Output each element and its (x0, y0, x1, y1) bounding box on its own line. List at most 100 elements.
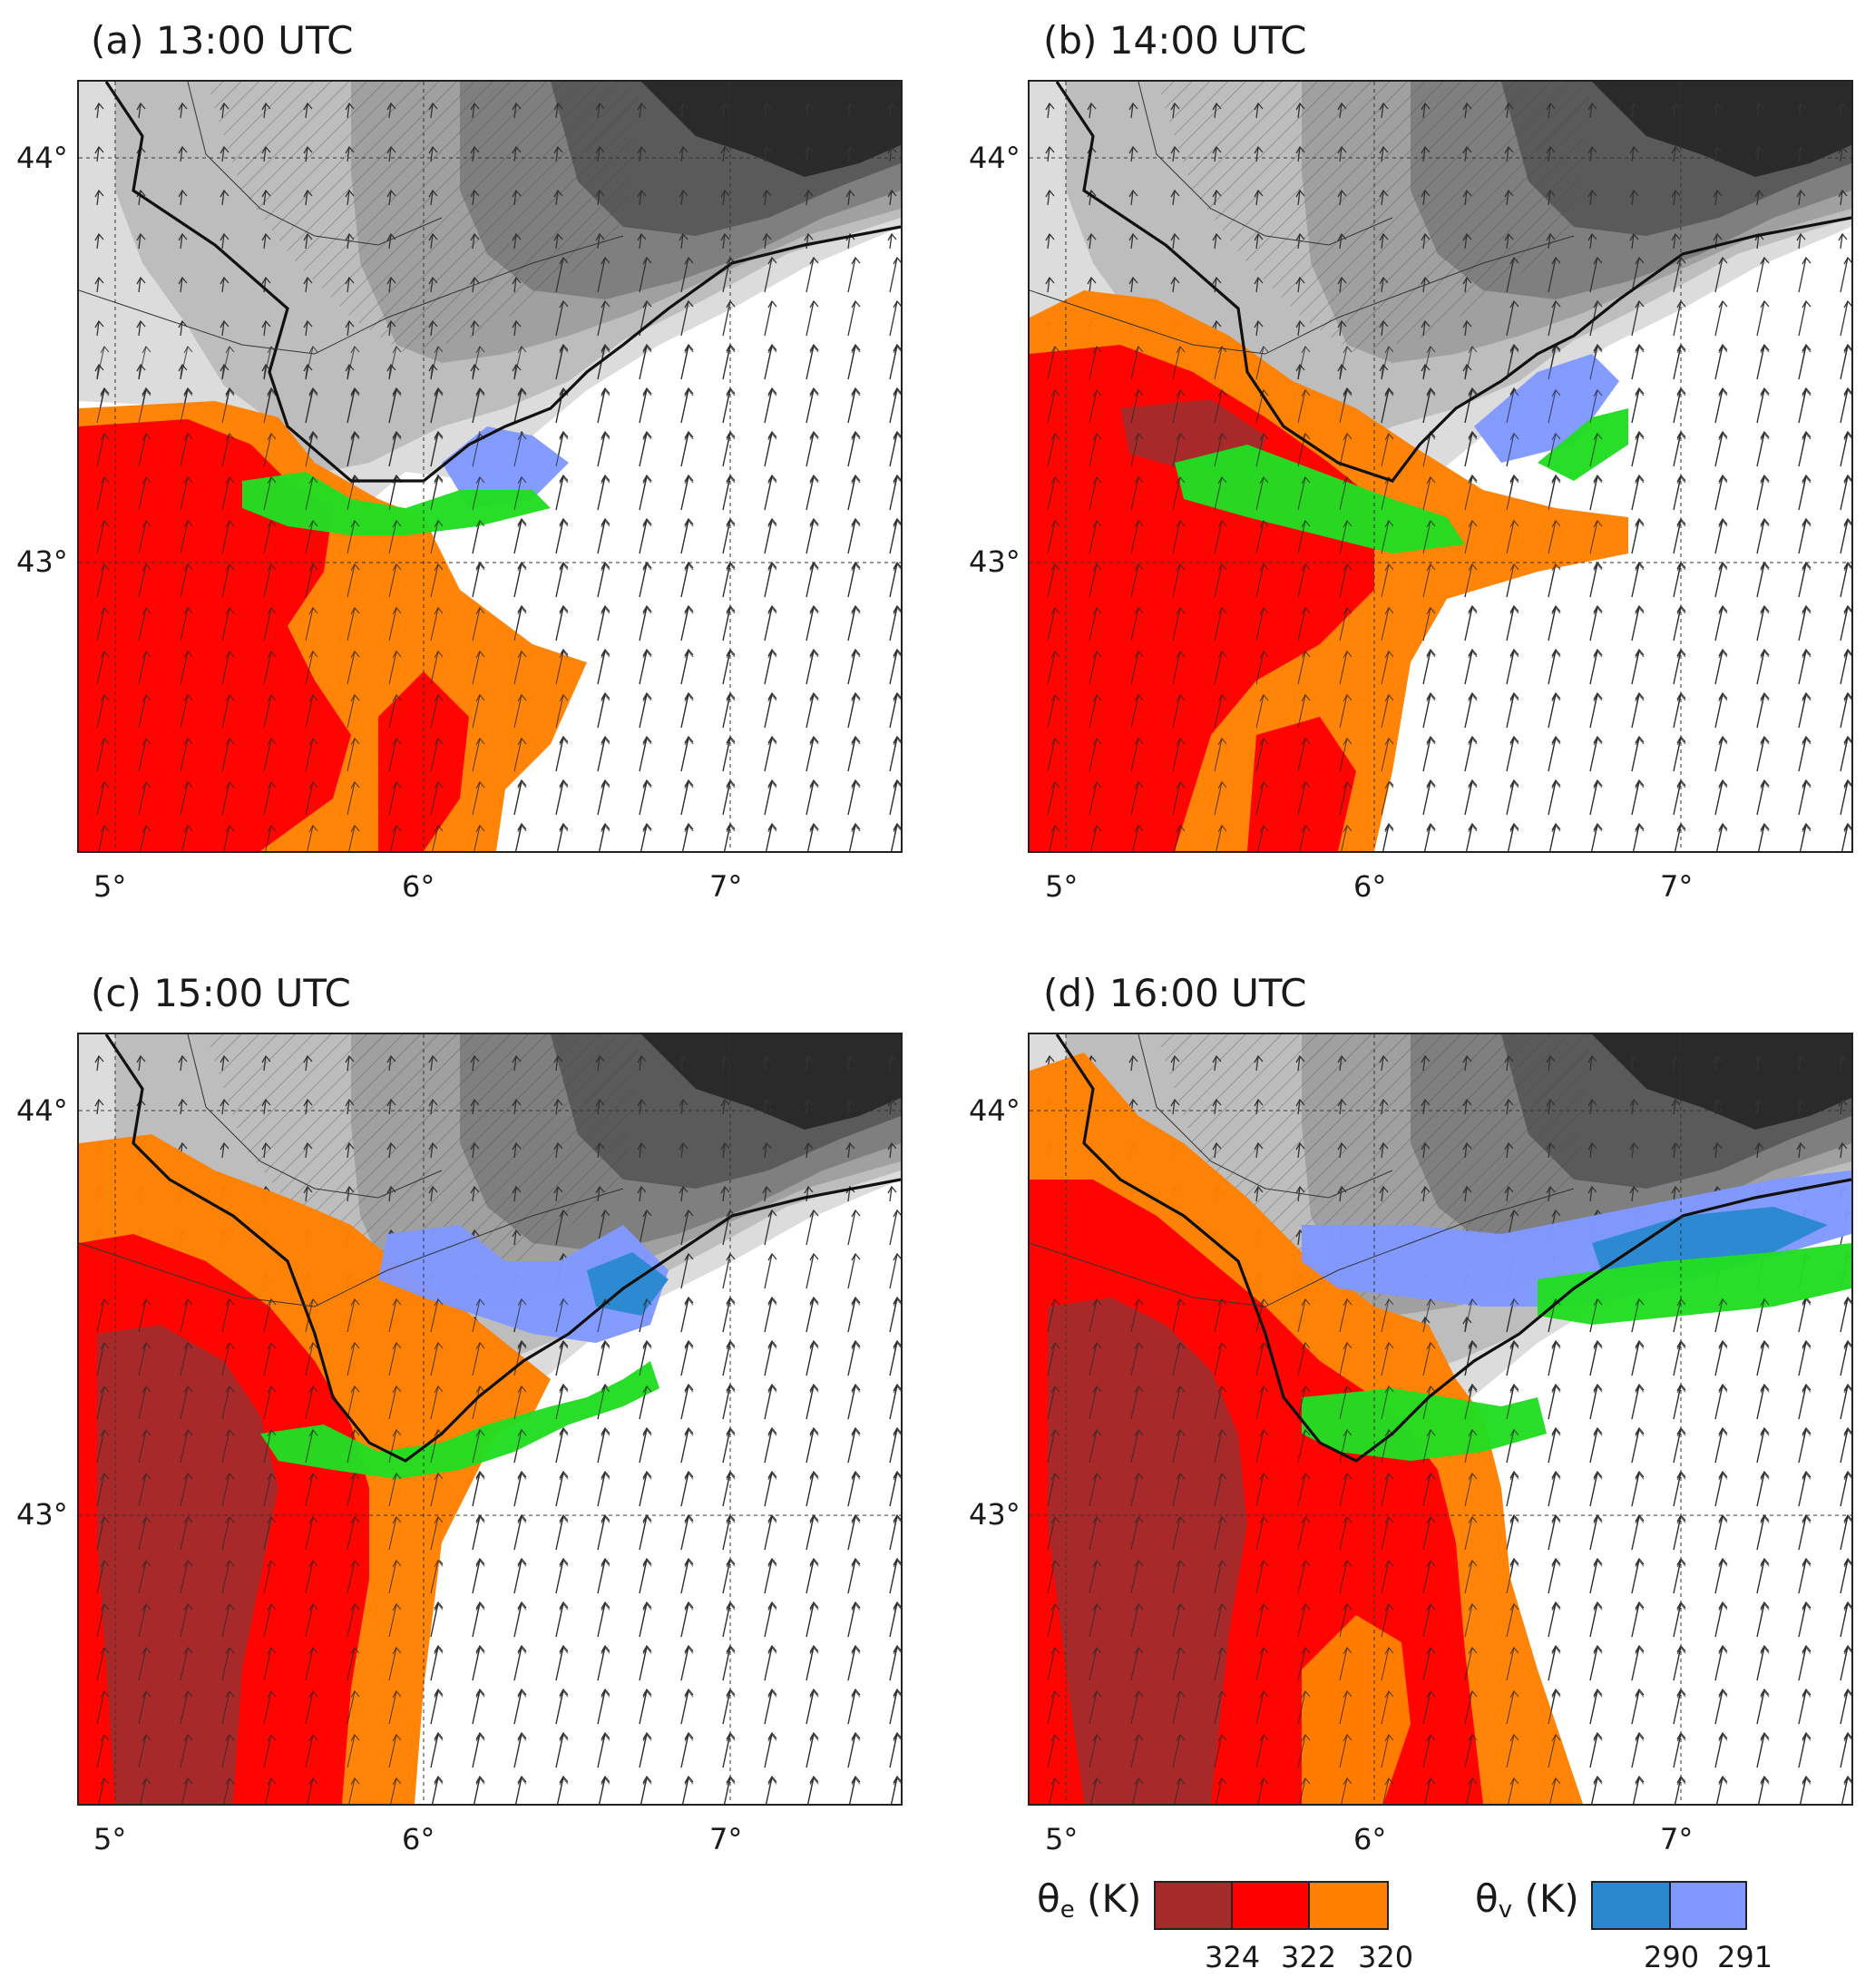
wind-vector-shaft-overlay (1172, 694, 1181, 729)
wind-vector-head (642, 430, 652, 439)
wind-vector-head-overlay (767, 1777, 777, 1786)
wind-vector-shaft-overlay (1548, 1690, 1557, 1725)
wind-vector-head (1468, 648, 1478, 657)
wind-vector-head (809, 648, 819, 657)
wind-vector-shaft-overlay (1841, 825, 1849, 851)
wind-vector-shaft-overlay (806, 1560, 815, 1594)
panel-b-title: (b) 14:00 UTC (1043, 18, 1307, 63)
wind-vector-head (1254, 145, 1264, 154)
wind-vector-head (1629, 1141, 1639, 1151)
wind-vector-head (1421, 102, 1431, 111)
wind-vector-shaft-overlay (555, 694, 564, 729)
lat-label-44-a: 44° (16, 141, 68, 175)
wind-vector-head-overlay (1635, 651, 1645, 659)
wind-vector-head (601, 779, 610, 788)
wind-vector-shaft-overlay (181, 1777, 189, 1804)
wind-vector-head (1718, 299, 1728, 308)
wind-vector-head (1551, 256, 1561, 265)
wind-vector-shaft-overlay (1714, 738, 1724, 772)
wind-vector-head-overlay (767, 738, 777, 746)
wind-vector-shaft-overlay (1381, 651, 1390, 685)
wind-vector-shaft-overlay (1297, 607, 1306, 641)
wind-vector-shaft-overlay (1297, 1342, 1306, 1376)
wind-vector-shaft-overlay (1714, 781, 1724, 816)
wind-vector-shaft-overlay (1548, 476, 1557, 511)
wind-vector-shaft-overlay (1756, 433, 1765, 467)
wind-vector-head-overlay (642, 607, 652, 615)
wind-vector-shaft-overlay (432, 825, 439, 851)
wind-vector-head-overlay (851, 346, 861, 354)
wind-vector-shaft-overlay (138, 563, 147, 598)
wind-vector-shaft-overlay (96, 520, 105, 554)
wind-vector-head (1718, 387, 1728, 396)
wind-vector-head-overlay (183, 738, 193, 746)
wind-vector-shaft-overlay (1381, 433, 1390, 467)
wind-vector-head (684, 648, 694, 657)
wind-vector-head-overlay (1635, 1429, 1645, 1437)
wind-vector-head-overlay (308, 520, 318, 528)
wind-vector-head-overlay (1468, 476, 1478, 485)
panel-d-title: (d) 16:00 UTC (1043, 971, 1307, 1015)
wind-vector-head (1760, 299, 1770, 308)
wind-vector-head (559, 779, 569, 788)
wind-vector-head-overlay (100, 1647, 110, 1655)
wind-vector-head-overlay (1092, 1342, 1102, 1350)
wind-vector-shaft-overlay (555, 1298, 564, 1333)
wind-vector-head (1421, 276, 1431, 285)
wind-vector-head-overlay (1426, 781, 1436, 789)
wind-vector-shaft-overlay (96, 1690, 105, 1725)
wind-vector-head-overlay (1593, 1429, 1603, 1437)
wind-vector-shaft-overlay (1130, 1690, 1139, 1725)
wind-vector-shaft (347, 1142, 350, 1159)
wind-vector-head (767, 343, 777, 352)
wind-vector-head (1551, 299, 1561, 308)
wind-vector-shaft-overlay (305, 1516, 314, 1551)
wind-vector-head-overlay (100, 346, 110, 354)
wind-vector-head-overlay (1050, 563, 1060, 572)
wind-vector-shaft-overlay (1840, 1647, 1849, 1681)
wind-vector-shaft-overlay (722, 738, 731, 772)
wind-vector-shaft (1714, 257, 1724, 293)
wind-vector-shaft-overlay (1381, 781, 1390, 816)
wind-vector-head-overlay (1635, 520, 1645, 528)
wind-vector-shaft-overlay (1840, 1516, 1849, 1551)
wind-vector-head (1462, 319, 1472, 328)
wind-vector-shaft (1673, 1186, 1676, 1202)
wind-vector-head-overlay (142, 1516, 151, 1524)
wind-vector-shaft-overlay (180, 520, 189, 554)
wind-vector-shaft-overlay (1255, 1734, 1265, 1768)
wind-vector-shaft-overlay (1840, 476, 1849, 511)
wind-vector-head (136, 1054, 146, 1063)
wind-vector-shaft-overlay (639, 433, 648, 467)
wind-vector-shaft-overlay (680, 389, 689, 424)
wind-vector-head (1587, 189, 1597, 198)
wind-vector-head (386, 1185, 396, 1194)
wind-vector-head-overlay (893, 476, 901, 485)
wind-vector-head-overlay (100, 389, 110, 397)
wind-vector-head (261, 232, 271, 241)
wind-vector-head (1843, 1731, 1851, 1740)
wind-vector-shaft (263, 103, 267, 119)
wind-vector-head-overlay (1635, 694, 1645, 702)
wind-vector-shaft-overlay (430, 1603, 439, 1638)
wind-vector-head-overlay (1301, 476, 1311, 485)
wind-vector-shaft-overlay (1631, 781, 1640, 816)
wind-vector-head (804, 1141, 814, 1151)
wind-vector-head-overlay (1384, 825, 1394, 833)
wind-vector-shaft (305, 1142, 308, 1159)
legend-theta-e-label-322: 322 (1281, 1940, 1337, 1974)
wind-vector-shaft-overlay (889, 1516, 898, 1551)
wind-vector-shaft-overlay (472, 1473, 481, 1507)
wind-vector-shaft-overlay (1673, 520, 1682, 554)
wind-vector-shaft-overlay (680, 781, 689, 816)
wind-vector-shaft-overlay (1299, 1777, 1306, 1804)
wind-vector-shaft-overlay (889, 781, 898, 816)
wind-vector-head (1593, 735, 1603, 744)
wind-vector-head-overlay (1760, 1734, 1770, 1742)
wind-vector-shaft-overlay (889, 1342, 898, 1376)
wind-vector-shaft-overlay (138, 346, 147, 380)
wind-vector-shaft (1089, 233, 1092, 250)
wind-vector-head (1254, 1098, 1264, 1107)
wind-vector-shaft (1673, 1099, 1676, 1115)
wind-vector-head-overlay (1384, 1690, 1394, 1699)
